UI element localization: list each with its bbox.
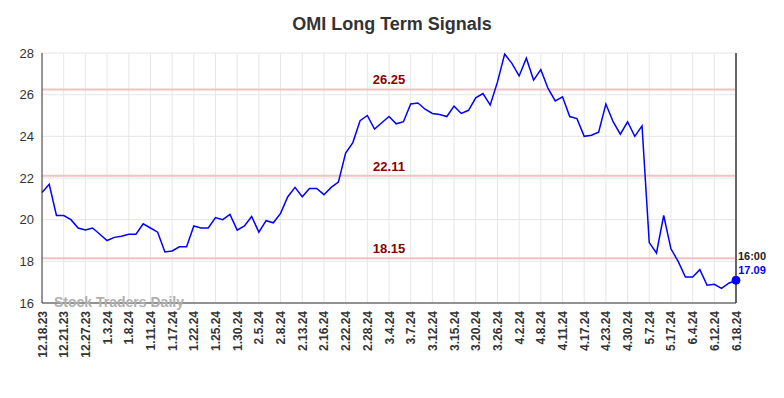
svg-text:22.11: 22.11 — [373, 159, 405, 174]
svg-text:28: 28 — [20, 46, 34, 61]
svg-text:1.3.24: 1.3.24 — [101, 311, 115, 345]
html-text:Stock Traders Daily: Stock Traders Daily — [54, 294, 184, 310]
svg-text:2.28.24: 2.28.24 — [361, 311, 375, 351]
svg-text:26: 26 — [20, 87, 34, 102]
svg-text:12.21.23: 12.21.23 — [57, 311, 71, 358]
svg-text:18.15: 18.15 — [373, 241, 406, 256]
svg-text:2.16.24: 2.16.24 — [317, 311, 331, 351]
svg-text:16: 16 — [20, 296, 34, 311]
svg-text:4.2.24: 4.2.24 — [513, 311, 527, 345]
svg-text:12.18.23: 12.18.23 — [36, 311, 50, 358]
svg-text:26.25: 26.25 — [373, 72, 406, 87]
svg-text:3.15.24: 3.15.24 — [448, 311, 462, 351]
svg-text:4.11.24: 4.11.24 — [556, 311, 570, 351]
svg-text:12.27.23: 12.27.23 — [79, 311, 93, 358]
svg-text:5.7.24: 5.7.24 — [643, 311, 657, 345]
svg-text:16:00: 16:00 — [738, 250, 766, 262]
svg-text:3.7.24: 3.7.24 — [404, 311, 418, 345]
svg-text:5.17.24: 5.17.24 — [664, 311, 678, 351]
svg-text:3.26.24: 3.26.24 — [491, 311, 505, 351]
svg-text:2.5.24: 2.5.24 — [252, 311, 266, 345]
svg-text:6.12.24: 6.12.24 — [708, 311, 722, 351]
svg-text:2.13.24: 2.13.24 — [296, 311, 310, 351]
svg-text:3.12.24: 3.12.24 — [426, 311, 440, 351]
svg-text:4.8.24: 4.8.24 — [534, 311, 548, 345]
svg-text:2.22.24: 2.22.24 — [339, 311, 353, 351]
svg-text:4.17.24: 4.17.24 — [578, 311, 592, 351]
svg-text:3.4.24: 3.4.24 — [383, 311, 397, 345]
svg-text:4.23.24: 4.23.24 — [599, 311, 613, 351]
svg-text:6.4.24: 6.4.24 — [686, 311, 700, 345]
svg-text:18: 18 — [20, 254, 34, 269]
svg-text:22: 22 — [20, 171, 34, 186]
svg-text:3.20.24: 3.20.24 — [469, 311, 483, 351]
svg-text:1.8.24: 1.8.24 — [122, 311, 136, 345]
svg-text:6.18.24: 6.18.24 — [730, 311, 744, 351]
svg-text:24: 24 — [20, 129, 34, 144]
svg-text:1.17.24: 1.17.24 — [166, 311, 180, 351]
svg-text:2.8.24: 2.8.24 — [274, 311, 288, 345]
html-text:OMI Long Term Signals: OMI Long Term Signals — [292, 14, 492, 34]
svg-text:1.30.24: 1.30.24 — [231, 311, 245, 351]
svg-text:20: 20 — [20, 212, 34, 227]
svg-text:17.09: 17.09 — [738, 264, 766, 276]
svg-text:4.30.24: 4.30.24 — [621, 311, 635, 351]
svg-text:1.11.24: 1.11.24 — [144, 311, 158, 351]
svg-text:1.22.24: 1.22.24 — [187, 311, 201, 351]
svg-text:1.25.24: 1.25.24 — [209, 311, 223, 351]
